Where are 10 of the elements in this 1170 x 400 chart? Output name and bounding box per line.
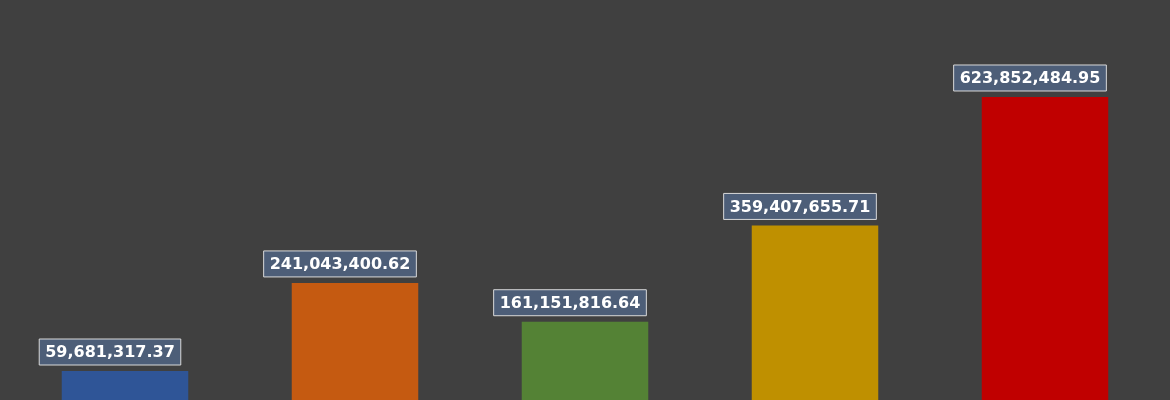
data-label: 241,043,400.62	[269, 254, 411, 274]
data-label: 59,681,317.37	[45, 342, 175, 362]
data-label: 623,852,484.95	[959, 68, 1101, 88]
bar	[981, 96, 1109, 400]
data-label: 359,407,655.71	[729, 196, 871, 216]
bar	[521, 321, 649, 400]
data-label: 161,151,816.64	[499, 292, 641, 312]
bar	[291, 282, 419, 400]
bar	[61, 371, 189, 400]
bar	[751, 225, 879, 400]
